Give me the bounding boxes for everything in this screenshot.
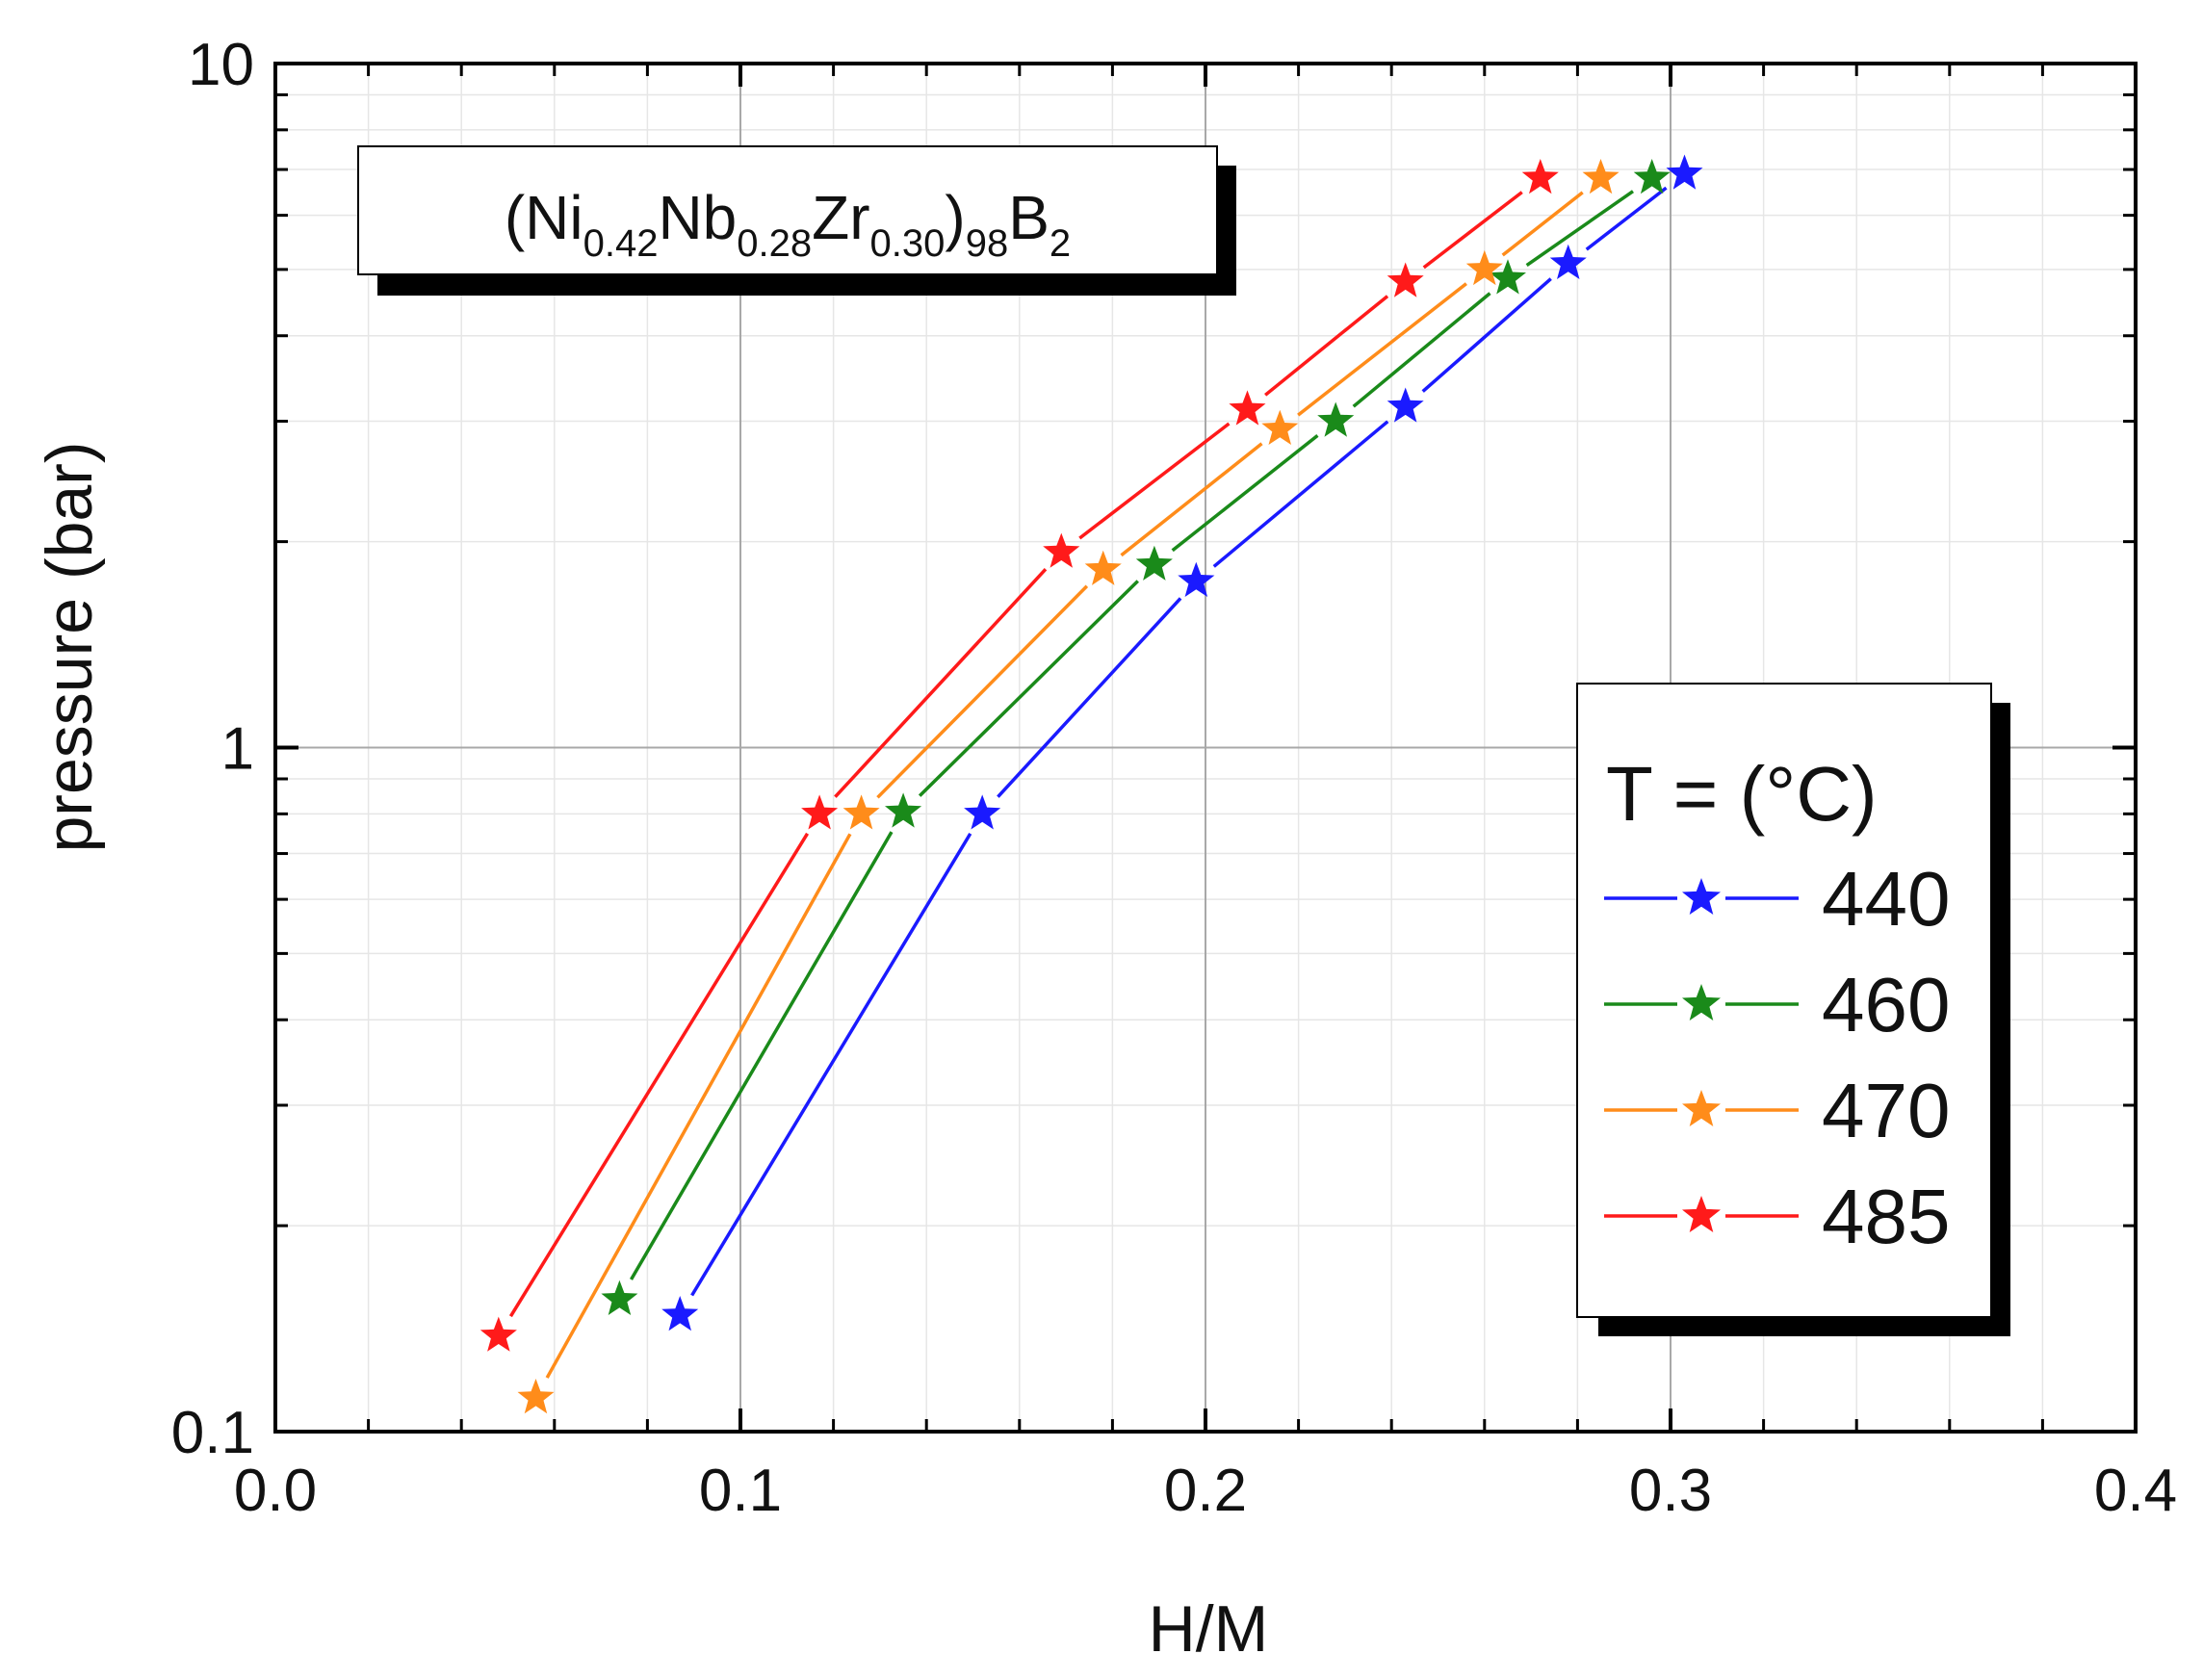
series-segment-485 — [1078, 422, 1231, 540]
formula-subscript: 98 — [966, 222, 1009, 265]
formula-text: (Ni0.42Nb0.28Zr0.30)98B2 — [505, 183, 1071, 265]
x-tick-label: 0.3 — [1629, 1458, 1712, 1524]
formula-annotation: (Ni0.42Nb0.28Zr0.30)98B2 — [357, 145, 1236, 296]
legend-star-icon — [1682, 1196, 1721, 1232]
legend-box — [1576, 683, 1992, 1318]
ticks — [273, 62, 2138, 1434]
formula-part: Zr — [812, 183, 869, 252]
series-segment-440 — [997, 597, 1182, 798]
series-layer — [479, 154, 1703, 1414]
series-485 — [479, 159, 1559, 1352]
data-point-460 — [885, 792, 922, 828]
x-axis-label: H/M — [1149, 1592, 1269, 1666]
data-point-470 — [1582, 159, 1620, 194]
formula-subscript: 0.42 — [583, 222, 659, 265]
data-point-470 — [1084, 550, 1122, 585]
legend-item-460: 460 — [1604, 962, 1950, 1047]
data-point-460 — [1489, 259, 1526, 295]
formula-subscript: 0.28 — [737, 222, 812, 265]
data-point-485 — [1043, 532, 1080, 568]
legend-title: T = (°C) — [1606, 751, 1878, 837]
series-440 — [661, 154, 1703, 1331]
data-point-440 — [1666, 154, 1703, 190]
series-segment-460 — [1525, 190, 1634, 268]
series-segment-470 — [545, 833, 852, 1379]
x-tick-label: 0.0 — [234, 1458, 317, 1524]
legend-star-icon — [1682, 984, 1721, 1021]
data-point-485 — [1229, 390, 1266, 426]
data-point-460 — [1135, 545, 1173, 581]
x-tick-label: 0.1 — [699, 1458, 782, 1524]
formula-part: Nb — [658, 183, 737, 252]
legend-label: 460 — [1822, 962, 1950, 1047]
x-tick-label: 0.4 — [2094, 1458, 2177, 1524]
series-segment-440 — [1585, 186, 1668, 251]
data-point-485 — [1521, 159, 1559, 194]
series-460 — [601, 159, 1671, 1315]
series-segment-460 — [1352, 292, 1491, 408]
data-point-470 — [1465, 249, 1503, 286]
data-point-485 — [479, 1316, 517, 1352]
y-tick-label: 0.1 — [171, 1400, 254, 1466]
legend-star-icon — [1682, 878, 1721, 915]
series-segment-485 — [834, 568, 1048, 798]
series-470 — [517, 159, 1620, 1414]
data-point-440 — [1387, 387, 1424, 423]
data-point-470 — [1261, 409, 1299, 445]
legend-item-440: 440 — [1604, 856, 1950, 942]
data-point-485 — [801, 794, 839, 830]
series-segment-440 — [1212, 420, 1389, 568]
legend-label: 485 — [1822, 1174, 1950, 1259]
legend: T = (°C) 440 460 470 485 — [1576, 683, 2010, 1336]
series-segment-485 — [1422, 191, 1523, 270]
series-segment-485 — [508, 832, 810, 1318]
series-segment-470 — [1501, 191, 1584, 257]
series-segment-440 — [1421, 277, 1552, 393]
data-point-460 — [1317, 401, 1355, 437]
data-point-440 — [1549, 244, 1587, 279]
data-point-440 — [964, 794, 1001, 830]
y-tick-label: 10 — [188, 32, 254, 98]
series-segment-460 — [1171, 434, 1319, 553]
series-segment-470 — [1120, 442, 1263, 557]
legend-label: 470 — [1822, 1068, 1950, 1153]
series-segment-485 — [1264, 295, 1389, 397]
y-tick-label: 1 — [221, 716, 254, 783]
formula-subscript: 2 — [1050, 222, 1071, 265]
y-axis-label: pressure (bar) — [33, 441, 106, 852]
formula-part: ) — [945, 183, 965, 252]
series-segment-440 — [690, 833, 972, 1297]
x-tick-label: 0.2 — [1164, 1458, 1247, 1524]
series-segment-460 — [629, 831, 894, 1280]
data-point-460 — [1633, 159, 1671, 194]
data-point-460 — [601, 1279, 638, 1315]
series-segment-470 — [1297, 282, 1467, 417]
formula-part: (Ni — [505, 183, 583, 252]
data-point-470 — [842, 794, 880, 830]
data-point-440 — [661, 1296, 699, 1331]
data-point-485 — [1387, 262, 1424, 297]
series-segment-470 — [876, 584, 1089, 799]
legend-item-485: 485 — [1604, 1174, 1950, 1259]
legend-star-icon — [1682, 1090, 1721, 1126]
formula-box — [357, 145, 1218, 275]
legend-item-470: 470 — [1604, 1068, 1950, 1153]
series-segment-460 — [918, 580, 1139, 797]
data-point-440 — [1178, 561, 1215, 597]
formula-subscript: 0.30 — [870, 222, 946, 265]
data-point-470 — [517, 1379, 555, 1414]
legend-label: 440 — [1822, 856, 1950, 942]
formula-part: B — [1008, 183, 1050, 252]
